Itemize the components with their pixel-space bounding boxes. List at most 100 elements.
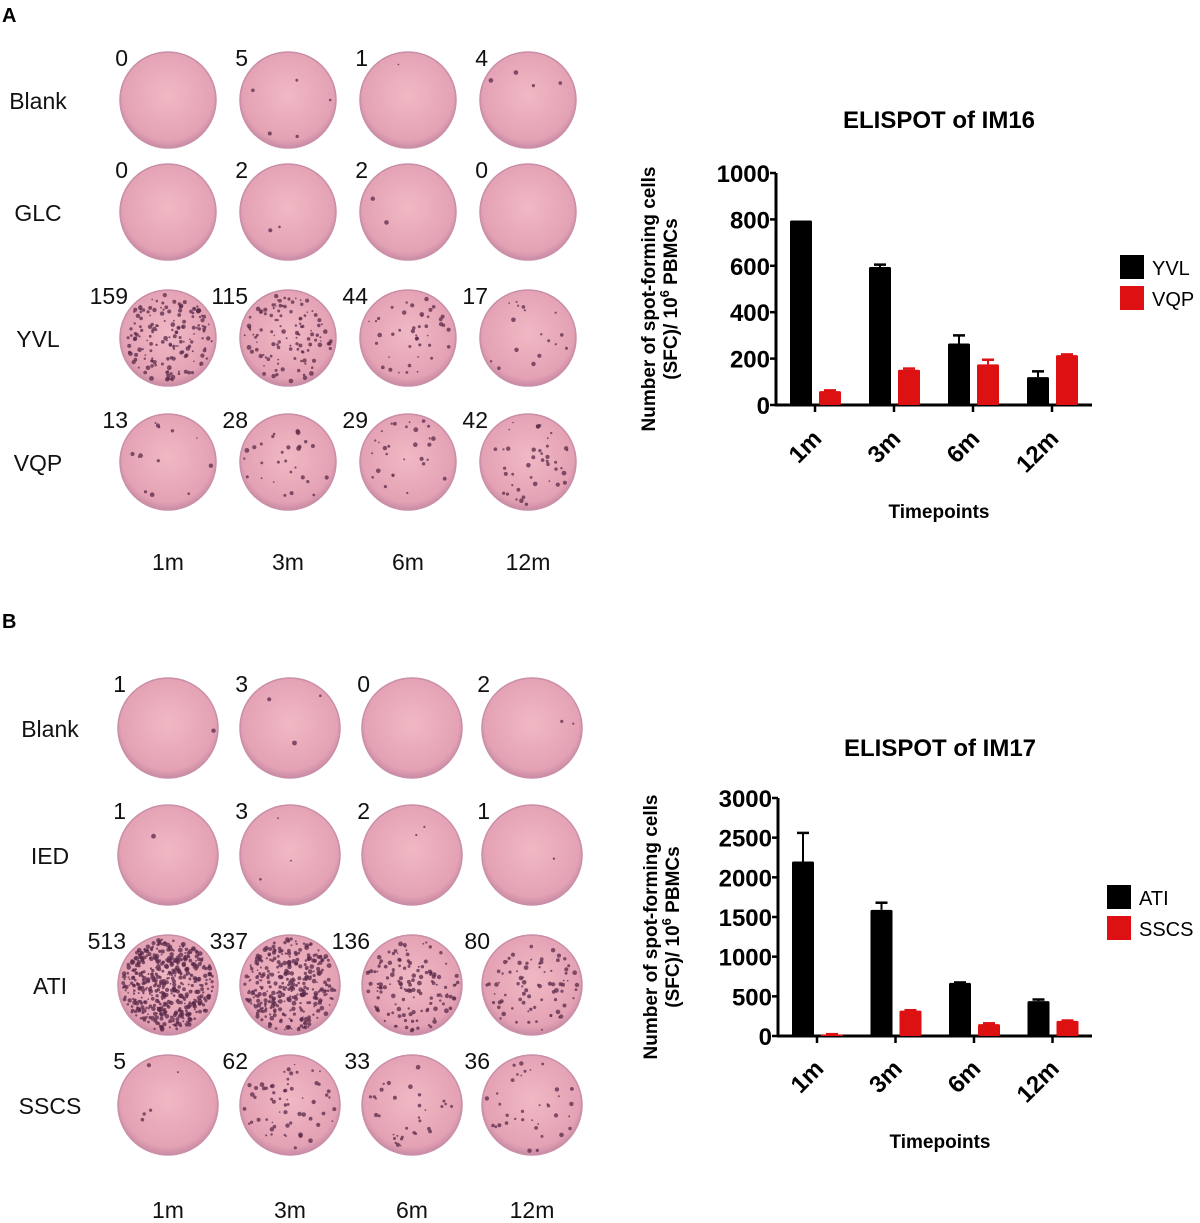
well-circle (239, 163, 337, 261)
spot (145, 944, 151, 950)
spot (415, 1019, 419, 1022)
spot (151, 359, 154, 362)
spot (444, 993, 449, 999)
spot (168, 1026, 171, 1029)
row-label: Blank (9, 88, 67, 114)
spot (531, 361, 536, 367)
spot (179, 1000, 183, 1005)
spot (265, 1134, 268, 1137)
spot (190, 990, 193, 992)
spot (143, 370, 148, 375)
spot (184, 952, 187, 954)
elispot-well (239, 163, 337, 261)
spot (204, 966, 208, 971)
spot (182, 987, 186, 992)
spot (286, 960, 292, 965)
well-circle (359, 163, 457, 261)
spot (553, 1113, 559, 1118)
spot (378, 441, 380, 444)
spot (521, 305, 526, 309)
spot-count: 0 (475, 157, 488, 183)
spot (310, 444, 315, 448)
spot (198, 1009, 202, 1014)
spot-count: 36 (464, 1048, 490, 1074)
spot (543, 971, 546, 973)
spot (266, 357, 271, 362)
well-circle (239, 413, 337, 511)
spot (293, 980, 295, 983)
spot (162, 1021, 167, 1027)
spot (128, 978, 131, 981)
spot (273, 981, 278, 986)
spot (312, 358, 316, 363)
spot (560, 719, 564, 724)
spot (260, 477, 263, 480)
spot (170, 1015, 174, 1019)
spot (174, 330, 179, 335)
well-circle (479, 163, 577, 261)
spot (145, 977, 151, 982)
spot (421, 315, 424, 317)
spot (194, 964, 200, 969)
spot (135, 1014, 138, 1017)
spot (171, 979, 176, 984)
spot (279, 1018, 283, 1022)
spot (532, 481, 538, 487)
spot (175, 1027, 179, 1031)
spot (139, 310, 143, 314)
spot (178, 308, 183, 313)
spot (291, 1000, 297, 1006)
spot (204, 982, 208, 986)
spot (562, 1003, 567, 1008)
spot (134, 955, 140, 961)
spot (254, 988, 258, 992)
spot (405, 425, 408, 429)
spot (201, 337, 204, 340)
spot (508, 302, 511, 304)
spot (152, 307, 157, 313)
spot (269, 1015, 275, 1021)
spot (126, 336, 130, 340)
spot (433, 1006, 438, 1012)
spot (431, 981, 436, 985)
spot (134, 352, 139, 357)
spot (547, 339, 551, 343)
spot (524, 988, 529, 993)
spot (203, 973, 208, 978)
spot (200, 353, 205, 358)
spot (177, 372, 181, 376)
spot (310, 329, 313, 332)
spot (200, 984, 204, 988)
spot (144, 354, 147, 356)
spot (202, 314, 207, 319)
spot (307, 1025, 310, 1028)
spot (170, 429, 175, 433)
spot (291, 959, 296, 964)
spot (203, 996, 206, 999)
spot (294, 297, 297, 300)
spot (540, 998, 544, 1002)
spot (517, 960, 522, 965)
well-circle (479, 289, 577, 387)
y-tick-label: 1000 (719, 945, 772, 972)
spot (168, 342, 172, 346)
elispot-well (239, 934, 341, 1036)
spot (266, 969, 270, 973)
spot (269, 313, 274, 318)
spot (281, 981, 285, 985)
spot (538, 1104, 541, 1107)
spot (282, 988, 285, 991)
spot (411, 1010, 416, 1015)
y-tick-label: 400 (730, 300, 770, 327)
spot (181, 325, 184, 329)
spot (493, 993, 496, 995)
spot-count: 1 (113, 671, 126, 697)
spot (189, 338, 191, 341)
spot (368, 1095, 373, 1099)
spot (560, 467, 563, 470)
spot (198, 315, 202, 319)
spot (429, 971, 433, 975)
spot-count: 513 (88, 928, 126, 954)
spot (151, 1006, 156, 1011)
spot (157, 941, 162, 946)
